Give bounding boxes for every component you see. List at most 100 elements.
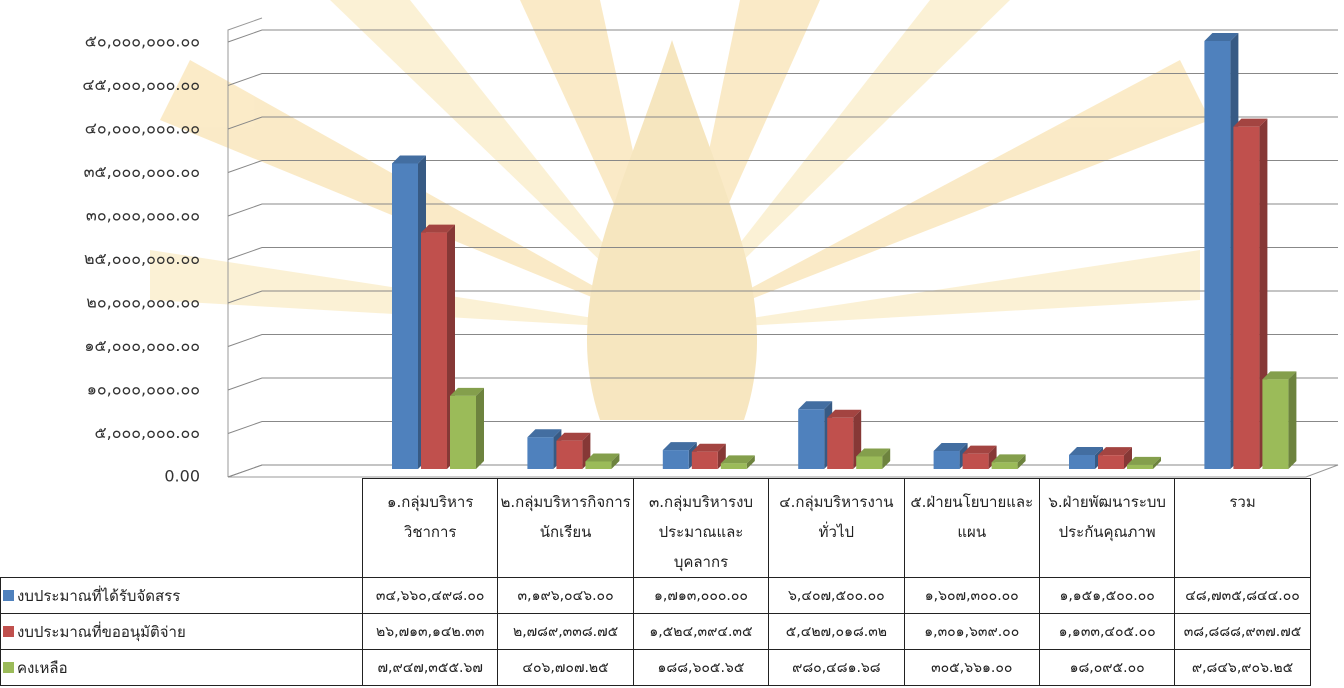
bar-top	[1098, 447, 1132, 456]
y-tick-label: ๑๕,๐๐๐,๐๐๐.๐๐	[84, 336, 200, 355]
corner	[0, 478, 363, 578]
grid-line	[227, 203, 1338, 217]
value-label: ๔๐๖,๗๐๗.๒๕	[497, 649, 634, 686]
bar-top	[392, 155, 426, 164]
value-label: ๒๖,๗๑๓,๑๔๒.๓๓	[361, 613, 499, 650]
bar	[1233, 126, 1260, 469]
y-tick-label: ๔๕,๐๐๐,๐๐๐.๐๐	[82, 75, 200, 94]
grid-line	[227, 290, 1338, 304]
legend-label: งบประมาณที่ขออนุมัติจ่าย	[17, 622, 186, 641]
value-label: ๑๘,๐๙๕.๐๐	[1038, 649, 1176, 686]
bar-top	[450, 387, 484, 396]
bar	[1262, 379, 1289, 469]
grid-line	[227, 334, 1338, 347]
bar	[1098, 455, 1124, 469]
bar-side	[746, 455, 755, 469]
grid-line	[227, 73, 1338, 86]
bar-top	[962, 445, 997, 454]
axis-wall	[227, 17, 263, 477]
value-label: ๕,๔๒๗,๐๑๘.๓๒	[768, 613, 905, 650]
watermark	[150, 0, 1210, 420]
value-label: ๒,๗๘๙,๓๓๘.๗๕	[497, 613, 634, 650]
legend-key	[3, 625, 14, 637]
y-tick-label: ๒๐,๐๐๐,๐๐๐.๐๐	[86, 293, 200, 312]
bar-top	[1262, 371, 1297, 380]
series-row: งบประมาณที่ได้รับจัดสรร ๓๔,๖๖๐,๔๙๘.๐๐ ๓,๑๙…	[0, 577, 1311, 614]
value-label: ๑,๕๒๔,๓๙๔.๓๕	[632, 613, 770, 650]
y-tick-label: ๓๕,๐๐๐,๐๐๐.๐๐	[84, 162, 200, 181]
legend-entry: คงเหลือ	[0, 649, 363, 686]
bar-top	[933, 443, 968, 452]
series-row: คงเหลือ ๗,๙๔๗,๓๕๕.๖๗ ๔๐๖,๗๐๗.๒๕ ๑๘๘,๖๐๕.๖๕ ๙…	[0, 649, 1311, 686]
category-label: ๔.กลุ่มบริหารงานทั่วไป	[768, 478, 905, 578]
bar-side	[611, 453, 620, 469]
bar-top	[991, 454, 1026, 463]
bar-side	[1288, 371, 1297, 469]
bar-top	[1127, 456, 1161, 465]
value-label: ๗,๙๔๗,๓๕๕.๖๗	[361, 649, 499, 686]
bar-top	[527, 429, 562, 438]
category-label: ๓.กลุ่มบริหารงบประมาณและบุคลากร	[632, 478, 770, 578]
y-tick-label: ๔๐,๐๐๐,๐๐๐.๐๐	[85, 119, 200, 138]
bar	[720, 463, 747, 469]
category-label: ๕.ฝ่ายนโยบายและแผน	[903, 478, 1040, 578]
data-table: ๑.กลุ่มบริหารวิชาการ ๒.กลุ่มบริหารกิจการน…	[0, 478, 1311, 686]
legend-key	[3, 661, 14, 673]
bar-side	[1017, 454, 1026, 469]
bar	[933, 451, 960, 469]
bar	[392, 163, 418, 469]
bar	[1127, 464, 1153, 469]
legend-entry: งบประมาณที่ได้รับจัดสรร	[0, 577, 363, 614]
bar-top	[662, 442, 697, 451]
grid-line	[227, 247, 1338, 260]
bar-top	[1069, 446, 1103, 455]
legend-key	[3, 589, 14, 601]
value-label: ๔๘,๗๓๕,๘๔๔.๐๐	[1174, 577, 1311, 614]
bar-side	[1124, 447, 1132, 469]
bar	[1204, 40, 1231, 469]
value-label: ๑,๖๐๗,๓๐๐.๐๐	[903, 577, 1040, 614]
bar	[827, 417, 854, 469]
bar	[962, 453, 989, 469]
bar-top	[856, 448, 891, 457]
y-tick-label: ๑๐,๐๐๐,๐๐๐.๐๐	[87, 380, 200, 399]
value-label: ๓๘,๘๘๘,๙๓๗.๗๕	[1174, 613, 1311, 650]
value-label: ๑,๗๑๓,๐๐๐.๐๐	[632, 577, 770, 614]
legend-label: คงเหลือ	[17, 658, 68, 677]
value-label: ๑,๑๓๓,๔๐๕.๐๐	[1038, 613, 1176, 650]
grid-line	[227, 160, 1338, 173]
y-tick-label: ๕,๐๐๐,๐๐๐.๐๐	[95, 423, 201, 442]
bar	[556, 440, 583, 469]
bar	[527, 437, 554, 469]
bar-top	[827, 409, 862, 418]
grid-line	[227, 116, 1338, 130]
header-row: ๑.กลุ่มบริหารวิชาการ ๒.กลุ่มบริหารกิจการน…	[0, 478, 1311, 578]
value-label: ๑,๑๕๑,๕๐๐.๐๐	[1038, 577, 1176, 614]
bar	[691, 451, 718, 469]
bar	[991, 462, 1018, 469]
bar	[585, 461, 612, 469]
bar-top	[556, 432, 591, 441]
category-label: ๖.ฝ่ายพัฒนาระบบประกันคุณภาพ	[1038, 478, 1176, 578]
grid-line	[227, 29, 1338, 43]
y-tick-label: ๕๐,๐๐๐,๐๐๐.๐๐	[85, 32, 200, 51]
bar	[450, 395, 476, 469]
bar-side	[988, 445, 997, 469]
bar-top	[421, 224, 455, 233]
value-label: ๑๘๘,๖๐๕.๖๕	[632, 649, 770, 686]
bar-side	[476, 387, 484, 469]
bar-top	[1204, 32, 1239, 41]
category-label: รวม	[1174, 478, 1311, 578]
bar-top	[1233, 118, 1268, 127]
bar-top	[798, 401, 833, 410]
bar-top	[585, 453, 620, 462]
bar	[856, 456, 883, 469]
legend-entry: งบประมาณที่ขออนุมัติจ่าย	[0, 613, 363, 650]
value-label: ๙,๘๔๖,๙๐๖.๒๕	[1174, 649, 1311, 686]
bar-top	[691, 443, 726, 452]
value-label: ๖,๔๐๗,๕๐๐.๐๐	[768, 577, 905, 614]
grid-line	[227, 377, 1338, 391]
value-label: ๑,๓๐๑,๖๓๙.๐๐	[903, 613, 1040, 650]
